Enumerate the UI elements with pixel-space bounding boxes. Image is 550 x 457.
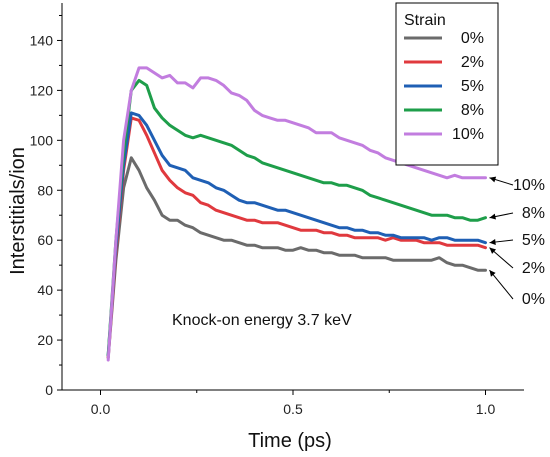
x-tick-label: 1.0 [476, 401, 496, 417]
series-line-8pct [106, 78, 487, 357]
legend-label: 2% [461, 54, 484, 71]
y-tick-label: 20 [37, 332, 53, 348]
series-line-5pct [106, 111, 487, 357]
end-label-arrowhead [489, 176, 497, 183]
y-axis-title: Interstitials/ion [7, 147, 29, 275]
x-tick-label: 0.5 [283, 401, 303, 417]
end-label-arrowhead [489, 239, 496, 245]
end-label-arrowhead [489, 213, 496, 220]
legend-label: 8% [461, 102, 484, 119]
y-tick-label: 100 [30, 132, 54, 148]
end-label-arrowhead [489, 270, 496, 277]
y-tick-label: 120 [30, 82, 54, 98]
legend-label: 0% [461, 30, 484, 47]
end-label-arrowhead [489, 247, 497, 254]
end-label: 8% [522, 205, 545, 222]
legend-title: Strain [404, 12, 446, 29]
end-label: 2% [522, 260, 545, 277]
end-label: 10% [513, 177, 545, 194]
x-axis: 0.0 0.5 1.0 [91, 390, 496, 417]
legend-label: 5% [461, 78, 484, 95]
end-label-arrow [489, 269, 514, 300]
y-tick-label: 140 [30, 32, 54, 48]
end-label: 0% [522, 291, 545, 308]
y-axis: 0 20 40 60 80 100 120 140 [30, 14, 62, 398]
legend-items: 0% 2% 5% 8% 10% [404, 30, 484, 143]
series-line-0pct [106, 156, 487, 359]
y-tick-label: 60 [37, 232, 53, 248]
series-line-2pct [106, 116, 487, 359]
series-line-10pct [106, 66, 487, 362]
y-tick-label: 80 [37, 182, 53, 198]
legend: Strain 0% 2% 5% 8% 10% [395, 2, 499, 166]
legend-label: 10% [452, 126, 484, 143]
legend-box [395, 2, 499, 166]
y-tick-label: 0 [45, 382, 53, 398]
x-tick-label: 0.0 [91, 401, 111, 417]
series-lines [106, 66, 487, 362]
x-axis-title: Time (ps) [248, 430, 332, 452]
knock-on-energy-annotation: Knock-on energy 3.7 keV [172, 312, 352, 329]
end-label: 5% [522, 232, 545, 249]
y-tick-label: 40 [37, 282, 53, 298]
end-labels: 0% 2% 5% 8% 10% [489, 176, 545, 308]
